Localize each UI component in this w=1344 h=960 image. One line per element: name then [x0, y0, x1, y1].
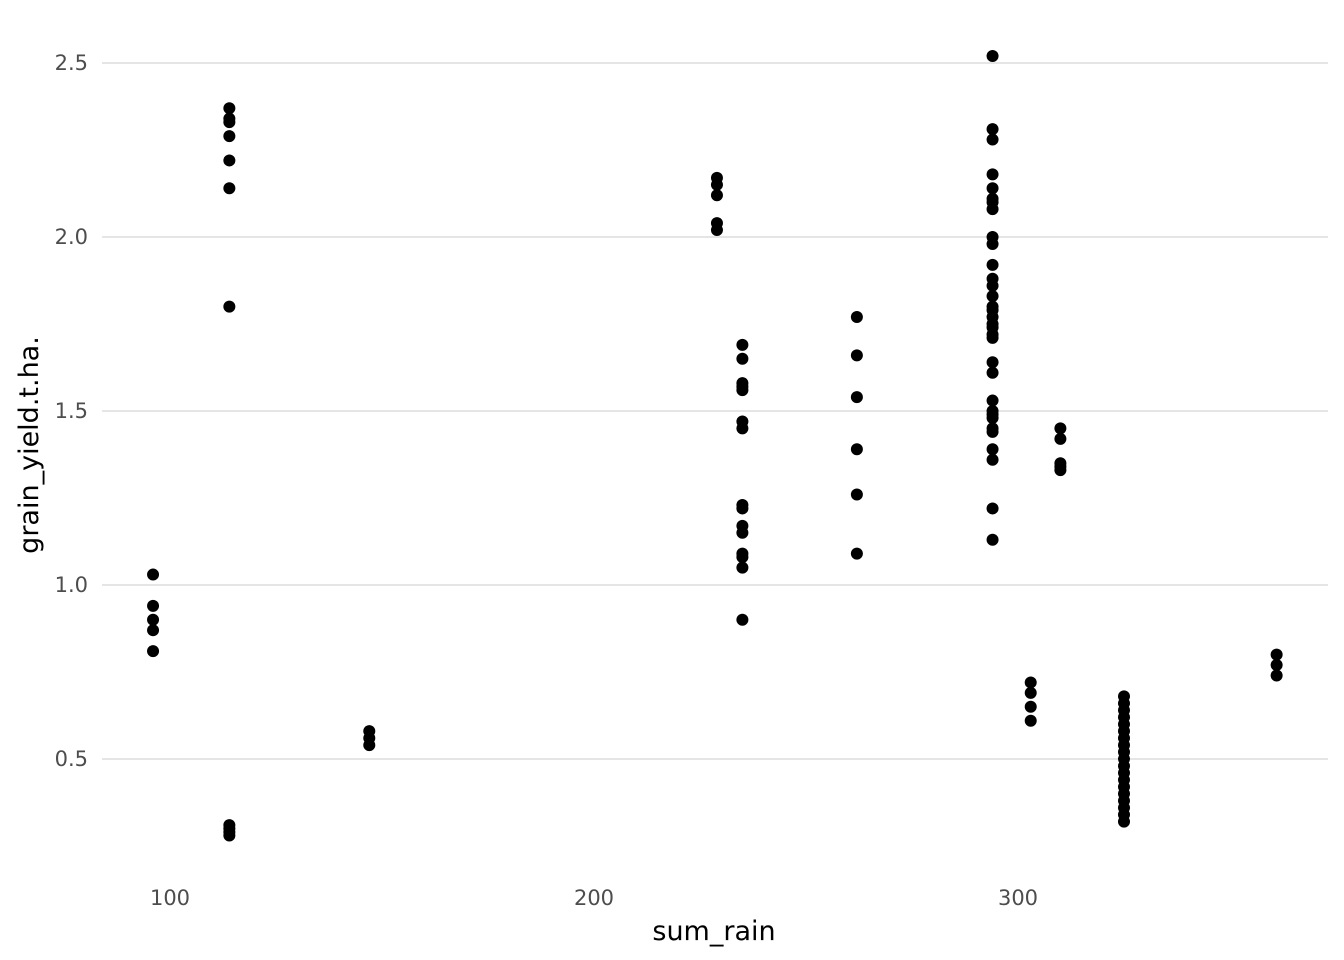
scatter-point — [986, 237, 999, 250]
scatter-point — [850, 391, 863, 404]
scatter-point — [710, 178, 723, 191]
scatter-point — [986, 366, 999, 379]
scatter-point — [736, 561, 749, 574]
scatter-point — [986, 133, 999, 146]
y-tick-label: 2.5 — [55, 51, 88, 75]
scatter-point — [986, 203, 999, 216]
x-axis-tick-labels: 100 200 300 — [150, 886, 1038, 910]
scatter-point — [147, 568, 160, 581]
scatter-point — [1054, 422, 1067, 435]
scatter-point — [986, 453, 999, 466]
y-axis-title: grain_yield.t.ha. — [14, 336, 45, 554]
scatter-point — [147, 624, 160, 637]
scatter-point — [986, 502, 999, 515]
scatter-point — [850, 547, 863, 560]
scatter-point — [986, 123, 999, 136]
y-tick-label: 2.0 — [55, 225, 88, 249]
scatter-point — [986, 394, 999, 407]
scatter-point — [736, 551, 749, 564]
scatter-point — [736, 384, 749, 397]
scatter-point — [986, 331, 999, 344]
scatter-point — [710, 189, 723, 202]
scatter-point — [1024, 686, 1037, 699]
scatter-point — [1024, 700, 1037, 713]
scatter-point — [223, 102, 236, 115]
scatter-point — [986, 356, 999, 369]
scatter-point — [147, 613, 160, 626]
scatter-point — [986, 50, 999, 63]
scatter-point — [223, 130, 236, 143]
y-tick-label: 1.5 — [55, 399, 88, 423]
scatter-point — [1054, 464, 1067, 477]
scatter-point — [850, 349, 863, 362]
grid-lines — [102, 62, 1328, 760]
scatter-point — [1270, 669, 1283, 682]
scatter-point — [147, 645, 160, 658]
scatter-point — [986, 290, 999, 303]
scatter-point — [736, 613, 749, 626]
x-tick-label: 300 — [998, 886, 1038, 910]
scatter-point — [1270, 648, 1283, 661]
scatter-point — [736, 338, 749, 351]
data-points — [147, 50, 1283, 842]
scatter-point — [147, 599, 160, 612]
scatter-point — [986, 279, 999, 292]
scatter-point — [223, 116, 236, 129]
scatter-point — [986, 425, 999, 438]
scatter-point — [223, 182, 236, 195]
scatter-point — [1024, 714, 1037, 727]
scatter-point — [850, 488, 863, 501]
scatter-point — [986, 168, 999, 181]
scatter-point — [850, 311, 863, 324]
scatter-point — [986, 443, 999, 456]
y-axis-tick-labels: 0.5 1.0 1.5 2.0 2.5 — [55, 51, 88, 771]
scatter-point — [850, 443, 863, 456]
scatter-point — [736, 526, 749, 539]
y-tick-label: 0.5 — [55, 747, 88, 771]
scatter-point — [736, 502, 749, 515]
scatter-point — [736, 352, 749, 365]
scatter-point — [363, 739, 376, 752]
x-axis-title: sum_rain — [652, 916, 775, 947]
y-tick-label: 1.0 — [55, 573, 88, 597]
scatter-point — [986, 533, 999, 546]
scatter-point — [1118, 815, 1130, 828]
scatter-point — [736, 422, 749, 435]
scatter-point — [986, 411, 999, 424]
scatter-point — [223, 829, 236, 842]
scatter-point — [1024, 676, 1037, 689]
scatter-point — [223, 154, 236, 167]
scatter-point — [1054, 432, 1067, 445]
scatter-point — [1270, 659, 1283, 672]
scatter-point — [986, 182, 999, 195]
scatter-point — [223, 300, 236, 313]
scatter-point — [986, 258, 999, 271]
x-tick-label: 100 — [150, 886, 190, 910]
scatter-point — [710, 224, 723, 237]
x-tick-label: 200 — [574, 886, 614, 910]
